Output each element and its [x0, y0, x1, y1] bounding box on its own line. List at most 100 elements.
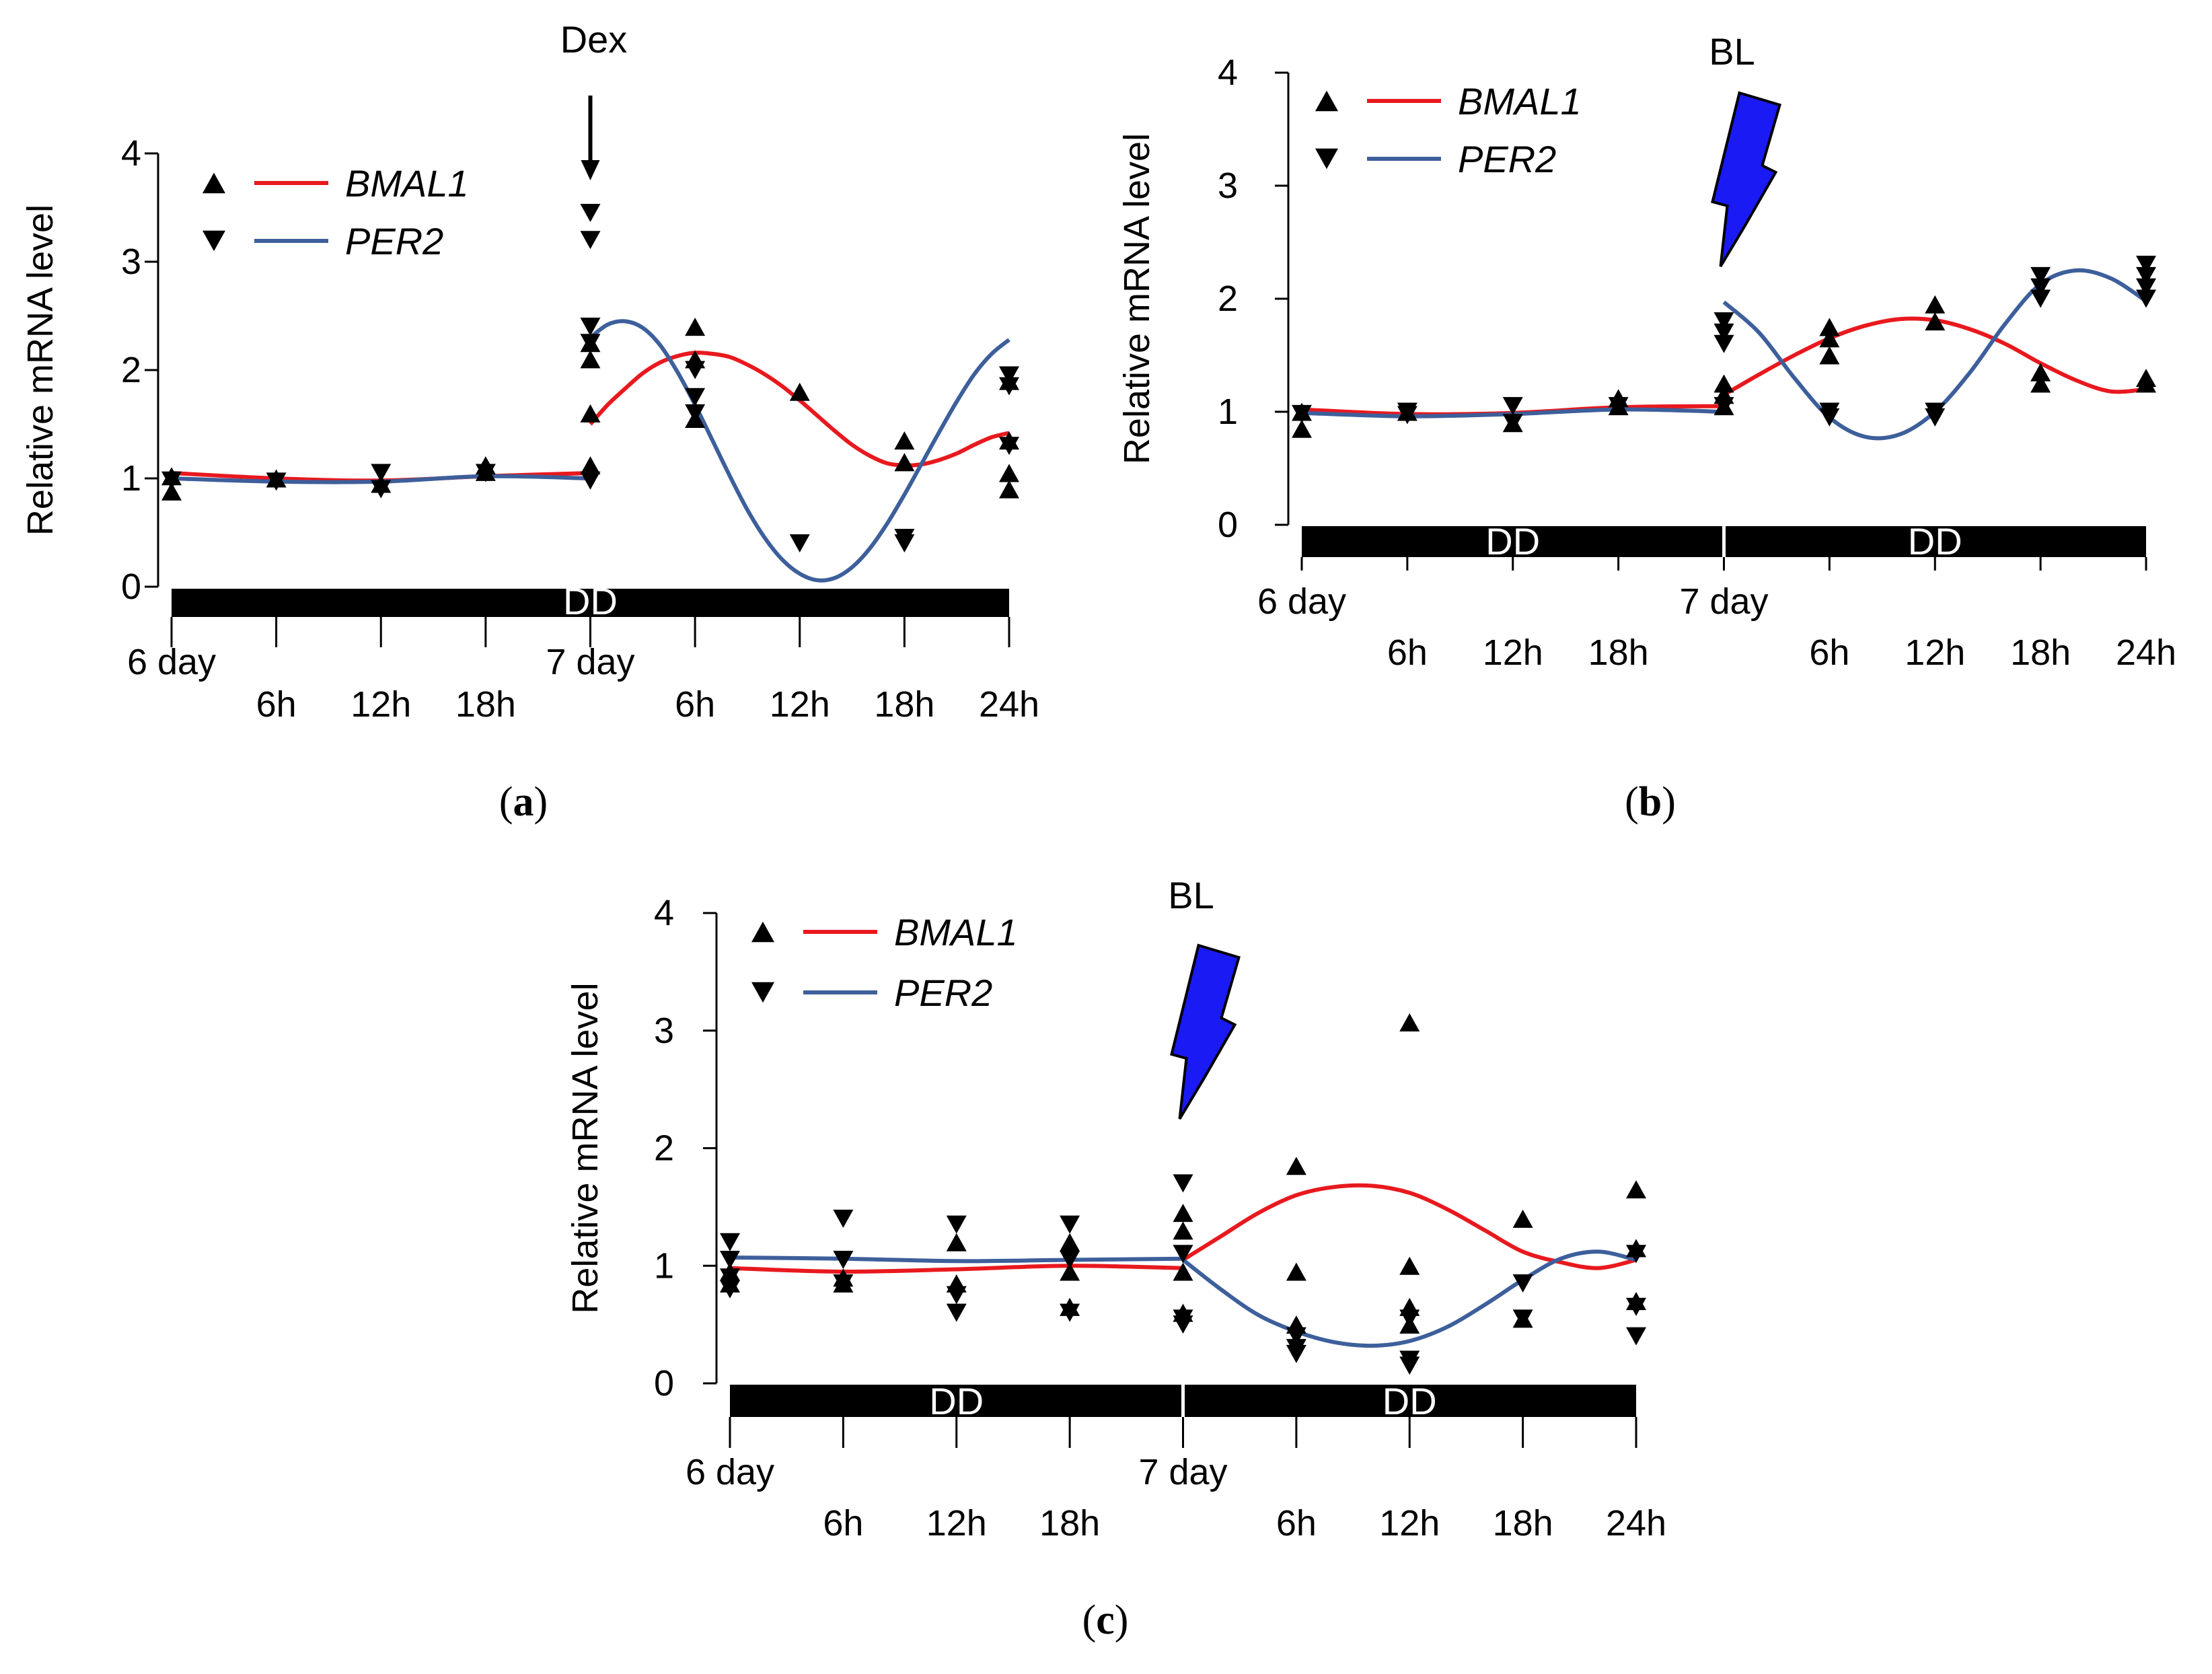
- per2-point: [894, 534, 915, 553]
- panel-paren: (: [1082, 1597, 1097, 1643]
- condition-bar: [730, 1385, 1183, 1417]
- per2-point: [2136, 256, 2156, 275]
- legend-label: BMAL1: [345, 162, 469, 205]
- bmal1-point: [1173, 1262, 1193, 1281]
- panel-c: 0 1 2 3 4 Relative mRNA level DD DD 6 day 6h 12h 18…: [565, 874, 1666, 1643]
- x-tick-label: 12h: [1483, 632, 1543, 673]
- bmal1-point: [1060, 1233, 1080, 1251]
- legend-marker: [751, 921, 774, 943]
- y-tick-label: 0: [1218, 505, 1238, 545]
- per2-point: [1713, 334, 1734, 353]
- series-fit-line: [589, 351, 1010, 468]
- blue-light-bolt-icon: [1711, 91, 1781, 268]
- x-tick-label: 18h: [1493, 1503, 1553, 1543]
- blue-light-bolt-icon: [1170, 943, 1241, 1120]
- legend-label: PER2: [894, 972, 992, 1014]
- y-tick-label: 0: [121, 567, 141, 607]
- per2-point: [1286, 1327, 1306, 1346]
- legend-marker: [1315, 90, 1338, 112]
- y-tick-label: 4: [654, 893, 674, 933]
- bmal1-point: [1173, 1204, 1193, 1223]
- y-axis-label: Relative mRNA level: [565, 982, 605, 1313]
- y-tick-label: 3: [654, 1011, 674, 1051]
- legend-marker: [202, 172, 225, 194]
- per2-point: [161, 471, 182, 490]
- y-tick-label: 0: [654, 1363, 674, 1404]
- per2-point: [2136, 266, 2156, 285]
- per2-point: [789, 534, 810, 553]
- bmal1-point: [685, 318, 706, 336]
- x-tick-label: 18h: [2010, 632, 2071, 673]
- legend-label: PER2: [1458, 138, 1556, 180]
- y-tick-label: 1: [1218, 392, 1238, 432]
- per2-point: [1713, 312, 1734, 331]
- per2-point: [1173, 1315, 1193, 1334]
- x-tick-label: 6h: [1276, 1503, 1317, 1543]
- legend-marker: [202, 230, 225, 252]
- per2-point: [1925, 408, 1946, 427]
- per2-point: [2030, 266, 2051, 285]
- per2-point: [1502, 414, 1523, 433]
- per2-point: [1060, 1303, 1080, 1322]
- per2-point: [720, 1268, 740, 1287]
- bmal1-point: [894, 431, 915, 450]
- x-tick-label: 6h: [1387, 632, 1428, 673]
- per2-point: [999, 377, 1019, 396]
- bmal1-point: [1060, 1262, 1080, 1281]
- per2-point: [580, 204, 601, 223]
- panel-paren: (: [499, 779, 513, 825]
- bmal1-point: [789, 382, 810, 401]
- panel-paren: ): [1115, 1597, 1129, 1643]
- bmal1-point: [2030, 374, 2051, 393]
- y-tick-label: 3: [121, 242, 141, 282]
- condition-bar-label: DD: [563, 580, 618, 622]
- y-tick-label: 3: [1218, 166, 1238, 206]
- condition-bar: [1302, 526, 1724, 557]
- y-tick-label: 2: [121, 350, 141, 390]
- x-tick-label: 7 day: [1679, 581, 1768, 622]
- per2-point: [833, 1209, 854, 1228]
- bmal1-point: [946, 1233, 967, 1251]
- panel-b: 0 1 2 3 4 Relative mRNA level DD DD 6 day 6h 12h 18…: [1117, 30, 2176, 825]
- panel-a: 0 1 2 3 4 Relative mRNA level DD 6 day 6h 12h 18h 7…: [20, 18, 1039, 825]
- per2-point: [1713, 397, 1734, 416]
- per2-point: [371, 464, 392, 482]
- per2-point: [580, 334, 601, 353]
- y-tick-label: 4: [121, 133, 141, 174]
- series-baseline-fit-line: [729, 1256, 1183, 1264]
- per2-point: [580, 471, 601, 490]
- bmal1-point: [1819, 329, 1840, 348]
- per2-point: [1399, 1356, 1420, 1375]
- series-fit-line: [589, 319, 1010, 583]
- x-tick-label: 24h: [2116, 632, 2176, 673]
- y-tick-label: 1: [121, 458, 141, 499]
- legend-marker: [1315, 148, 1338, 170]
- legend-marker: [751, 982, 774, 1003]
- bmal1-point: [580, 350, 601, 369]
- per2-point: [833, 1274, 854, 1293]
- per2-point: [685, 388, 706, 406]
- per2-point: [1512, 1309, 1533, 1328]
- condition-bar-label: DD: [1382, 1380, 1437, 1422]
- x-tick-label: 18h: [1039, 1503, 1100, 1543]
- per2-point: [2030, 278, 2051, 297]
- x-tick-label: 6h: [256, 684, 297, 725]
- per2-point: [1626, 1297, 1646, 1316]
- bmal1-point: [1819, 318, 1840, 336]
- y-tick-label: 1: [654, 1245, 674, 1286]
- bmal1-point: [1292, 419, 1312, 438]
- legend-label: PER2: [345, 220, 443, 262]
- per2-point: [1397, 406, 1417, 425]
- bmal1-point: [2030, 363, 2051, 381]
- legend-label: BMAL1: [894, 911, 1018, 953]
- per2-point: [1512, 1274, 1533, 1293]
- panel-paren: ): [534, 779, 548, 825]
- series-fit-line: [1181, 1183, 1637, 1270]
- panel-letter: a: [513, 779, 534, 825]
- x-tick-label: 24h: [1606, 1503, 1666, 1543]
- x-tick-label: 12h: [1905, 632, 1965, 673]
- per2-point: [1819, 408, 1840, 427]
- condition-bar: [1183, 1385, 1636, 1417]
- bmal1-point: [1399, 1256, 1420, 1275]
